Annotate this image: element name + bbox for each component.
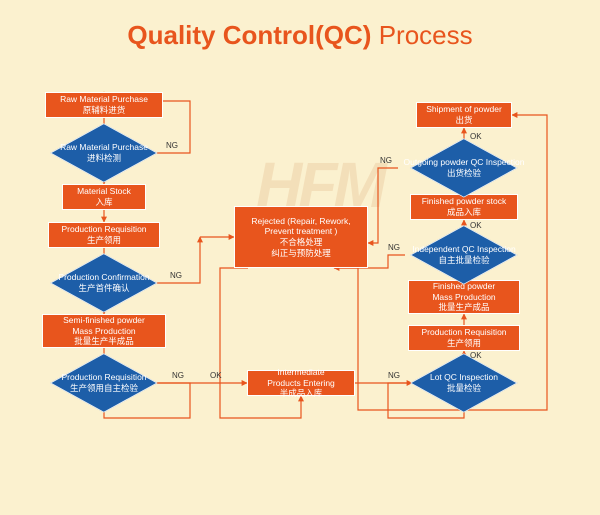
node-n8: IntermediateProducts Entering半成品入库 bbox=[247, 370, 355, 396]
edge-label-15: OK bbox=[470, 221, 482, 230]
node-n4: Production Requisition生产领用 bbox=[48, 222, 160, 248]
edge-label-12: OK bbox=[470, 351, 482, 360]
node-n7: Production Requisition生产领用自主检验 bbox=[52, 362, 156, 404]
edge-label-17: OK bbox=[470, 132, 482, 141]
edge-label-20: NG bbox=[380, 156, 392, 165]
node-n12: Independent QC Inspection自主批量检验 bbox=[405, 234, 523, 276]
node-n6: Semi-finished powderMass Production批量生产半… bbox=[42, 314, 166, 348]
edge-label-7: NG bbox=[170, 271, 182, 280]
node-n2: Raw Material Purchase进料检测 bbox=[58, 132, 150, 174]
node-n3: Material Stock入库 bbox=[62, 184, 146, 210]
node-nC: Rejected (Repair, Rework,Prevent treatme… bbox=[234, 206, 368, 268]
node-n15: Shipment of powder出货 bbox=[416, 102, 512, 128]
node-n9: Lot QC Inspection批量检验 bbox=[412, 362, 516, 404]
edge-label-9: NG bbox=[172, 371, 184, 380]
edge-label-19: NG bbox=[388, 243, 400, 252]
node-n5: Production Confirmation生产首件确认 bbox=[55, 262, 153, 304]
node-n11: Finished powderMass Production批量生产成品 bbox=[408, 280, 520, 314]
node-n10: Production Requisition生产领用 bbox=[408, 325, 520, 351]
edge-label-6: NG bbox=[166, 141, 178, 150]
edge-label-18: NG bbox=[388, 371, 400, 380]
node-n1: Raw Material Purchase原辅料进货 bbox=[45, 92, 163, 118]
node-n14: Outgoing powder QC Inspection出货检验 bbox=[398, 147, 530, 189]
edge-label-10: OK bbox=[210, 371, 222, 380]
node-n13: Finished powder stock成品入库 bbox=[410, 194, 518, 220]
edge-20 bbox=[368, 168, 398, 243]
